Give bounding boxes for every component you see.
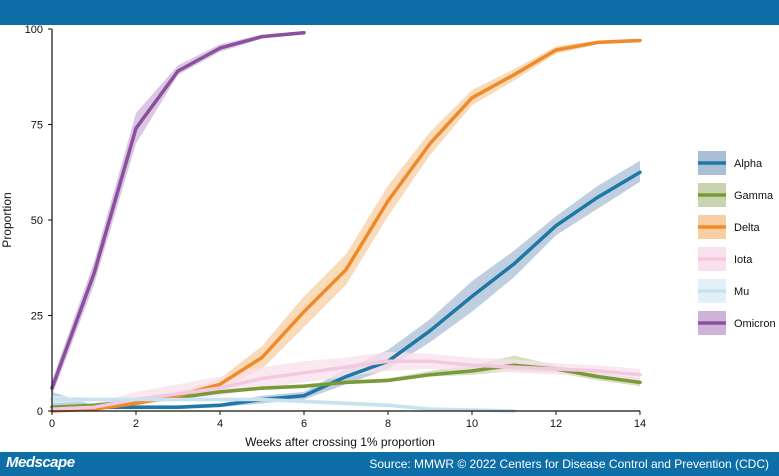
confidence-bands [52,30,640,411]
legend-label-mu: Mu [734,286,749,298]
legend-label-alpha: Alpha [734,158,763,170]
omicron-confidence-band [52,30,304,396]
y-tick-label: 0 [37,406,43,418]
alpha-series-line [50,170,642,409]
x-tick-label: 2 [133,418,139,430]
y-tick-label: 25 [31,311,43,323]
x-tick-label: 6 [301,418,307,430]
x-tick-label: 10 [466,418,478,430]
iota-series-line [50,359,642,411]
y-tick-label: 100 [25,25,43,36]
footer-bar [0,452,779,476]
x-tick-label: 8 [385,418,391,430]
x-tick-label: 12 [550,418,562,430]
x-tick-label: 14 [634,418,646,430]
x-axis-title: Weeks after crossing 1% proportion [245,435,435,449]
legend: Alpha Gamma Delta Iota Mu Omicron [698,151,776,335]
legend-label-gamma: Gamma [734,190,774,202]
series-lines [50,31,642,413]
y-tick-label: 50 [31,215,43,227]
axes: 0 2 4 6 8 10 12 14 0 25 50 75 100 [25,25,646,430]
source-credit: Source: MMWR © 2022 Centers for Disease … [369,457,769,471]
mu-series-line [50,397,516,413]
medscape-logo[interactable]: Medscape [6,454,75,471]
x-tick-label: 4 [217,418,223,430]
header-bar [0,0,779,25]
legend-label-delta: Delta [734,222,761,234]
variant-proportion-chart: 0 2 4 6 8 10 12 14 0 25 50 75 100 Weeks after crossi… [0,25,776,449]
legend-label-iota: Iota [734,254,753,266]
y-tick-label: 75 [31,120,43,132]
y-axis-title: Proportion [0,192,14,247]
omicron-series-line [50,31,306,390]
legend-label-omicron: Omicron [734,318,776,330]
x-tick-label: 0 [49,418,55,430]
